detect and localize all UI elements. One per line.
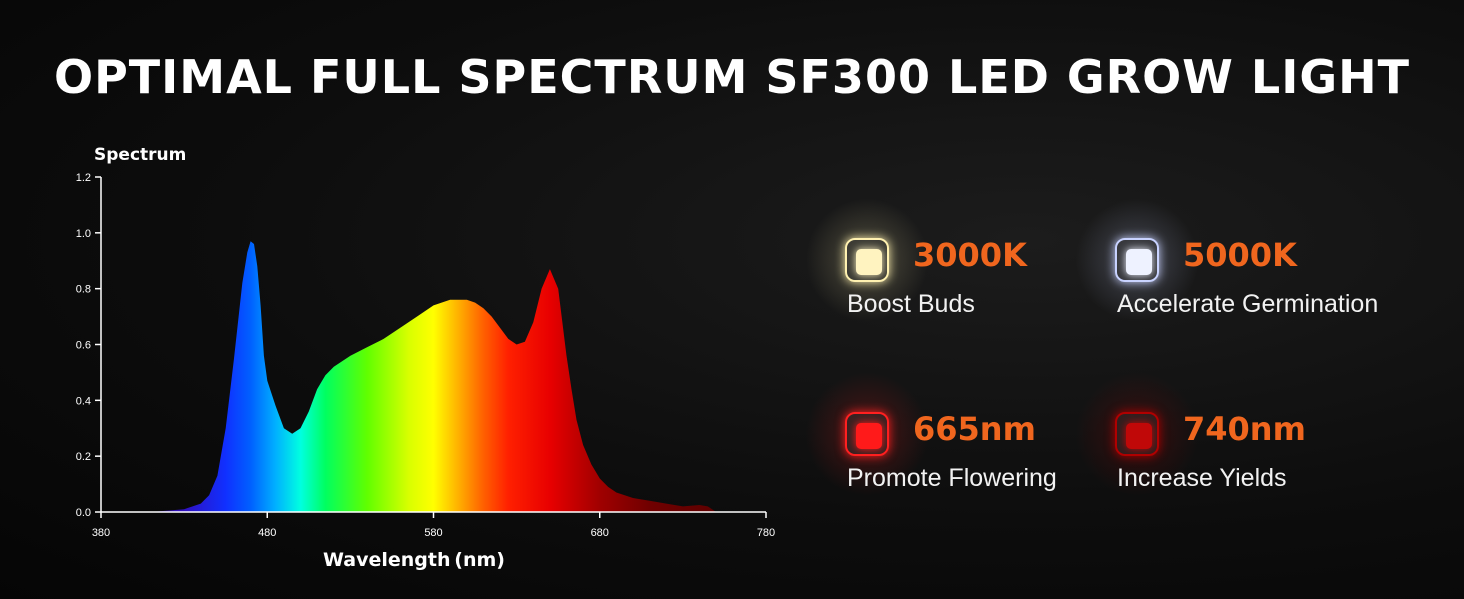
x-tick-label: 480 (258, 527, 276, 539)
y-tick-label: 0.0 (76, 507, 91, 519)
spec-value: 740nm (1183, 410, 1306, 448)
led-chip-icon (845, 412, 889, 456)
spec-description: Boost Buds (847, 290, 975, 318)
x-tick-label: 780 (757, 527, 775, 539)
spec-description: Increase Yields (1117, 464, 1287, 492)
page-title: OPTIMAL FULL SPECTRUM SF300 LED GROW LIG… (53, 50, 1410, 104)
led-chip-icon (1115, 412, 1159, 456)
axes: 0.0 0.2 0.4 0.6 0.8 1.0 1.2 380 480 580 680 780 (76, 172, 775, 539)
spec-value: 5000K (1183, 236, 1297, 274)
y-tick-label: 0.6 (76, 340, 91, 352)
y-tick-label: 0.8 (76, 284, 91, 296)
spec-description: Accelerate Germination (1117, 290, 1379, 318)
spectrum-area (134, 241, 733, 512)
led-chip-icon (845, 238, 889, 282)
spec-value: 665nm (913, 410, 1036, 448)
y-tick-label: 0.4 (76, 395, 91, 407)
spec-value: 3000K (913, 236, 1027, 274)
x-tick-label: 380 (92, 527, 110, 539)
x-tick-label: 580 (424, 527, 442, 539)
x-tick-label: 680 (591, 527, 609, 539)
plot-area (134, 241, 733, 512)
spec-description: Promote Flowering (847, 464, 1057, 492)
chart-title: Spectrum (94, 145, 186, 165)
y-tick-label: 0.2 (76, 451, 91, 463)
y-tick-label: 1.0 (76, 228, 91, 240)
led-chip-icon (1115, 238, 1159, 282)
y-tick-label: 1.2 (76, 172, 91, 184)
spectrum-chart: Spectrum 0.0 0.2 0.4 0.6 0.8 1.0 1.2 380 480 580 6… (76, 145, 775, 571)
x-axis-label: Wavelength (nm) (323, 549, 505, 571)
